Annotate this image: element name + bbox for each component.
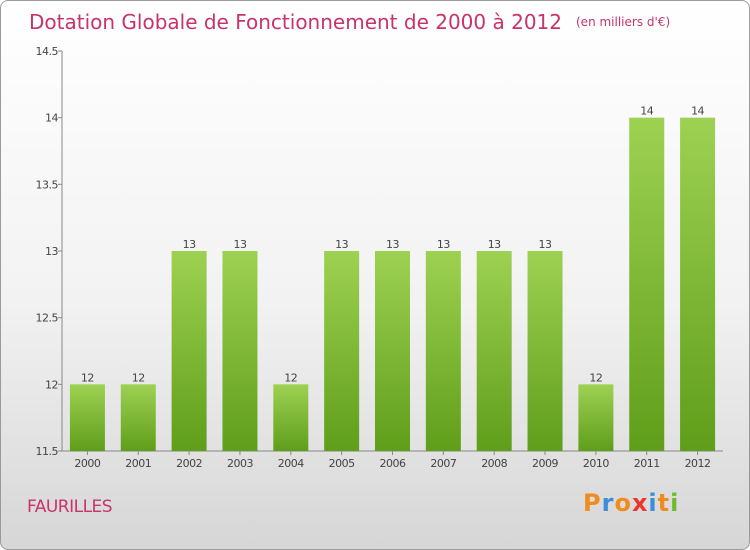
y-tick-label: 13.5 bbox=[36, 178, 59, 191]
bar-value-label: 12 bbox=[132, 371, 145, 384]
x-tick-label: 2010 bbox=[583, 457, 609, 470]
bar-2011 bbox=[629, 117, 665, 452]
bar-value-label: 13 bbox=[183, 238, 196, 251]
x-tick-label: 2006 bbox=[380, 457, 406, 470]
bar-value-label: 14 bbox=[640, 105, 653, 118]
x-tick-label: 2011 bbox=[634, 457, 660, 470]
logo-letter: i bbox=[670, 489, 680, 517]
x-tick-label: 2004 bbox=[278, 457, 304, 470]
x-tick-label: 2000 bbox=[74, 457, 100, 470]
logo-letter: P bbox=[583, 489, 602, 517]
x-tick-label: 2009 bbox=[532, 457, 558, 470]
bar-value-label: 13 bbox=[233, 238, 246, 251]
bar-2001 bbox=[120, 384, 156, 451]
bar-value-label: 14 bbox=[691, 105, 704, 118]
y-tick-label: 14 bbox=[45, 112, 58, 125]
bar-value-label: 13 bbox=[539, 238, 552, 251]
bar-2004 bbox=[273, 384, 309, 451]
x-tick-label: 2008 bbox=[481, 457, 507, 470]
logo-letter: i bbox=[648, 489, 658, 517]
bar-2007 bbox=[425, 251, 461, 451]
chart-title-main: Dotation Globale de Fonctionnement de 20… bbox=[29, 10, 562, 34]
logo-letter: t bbox=[657, 489, 671, 517]
x-tick-label: 2003 bbox=[227, 457, 253, 470]
bar-2006 bbox=[375, 251, 410, 451]
bar-value-label: 13 bbox=[386, 238, 399, 251]
bar-value-label: 13 bbox=[437, 238, 450, 251]
logo-letter: x bbox=[631, 489, 649, 517]
bar-2000 bbox=[69, 384, 105, 451]
bar-value-label: 13 bbox=[335, 238, 348, 251]
x-tick-label: 2001 bbox=[125, 457, 151, 470]
x-tick-label: 2005 bbox=[329, 457, 355, 470]
bar-2005 bbox=[324, 251, 360, 451]
location-name: FAURILLES bbox=[27, 497, 113, 517]
x-tick-label: 2002 bbox=[176, 457, 202, 470]
y-tick-label: 12.5 bbox=[36, 312, 59, 325]
proxiti-logo: Proxiti bbox=[583, 489, 679, 517]
bar-2010 bbox=[578, 384, 614, 451]
bar-2008 bbox=[476, 251, 512, 451]
bar-value-label: 13 bbox=[488, 238, 501, 251]
chart-unit: (en milliers d'€) bbox=[576, 15, 671, 29]
y-tick-label: 12 bbox=[45, 378, 58, 391]
x-tick-label: 2007 bbox=[430, 457, 456, 470]
chart-title: Dotation Globale de Fonctionnement de 20… bbox=[29, 10, 670, 34]
bar-2012 bbox=[680, 117, 716, 452]
bar-value-label: 12 bbox=[284, 371, 297, 384]
bar-value-label: 12 bbox=[589, 371, 602, 384]
bar-value-label: 12 bbox=[81, 371, 94, 384]
y-tick-label: 11.5 bbox=[36, 445, 59, 458]
bar-2009 bbox=[527, 251, 563, 451]
bar-2002 bbox=[171, 251, 207, 451]
bar-2003 bbox=[222, 251, 258, 451]
y-tick-label: 13 bbox=[45, 245, 58, 258]
x-tick-label: 2012 bbox=[685, 457, 711, 470]
y-tick-label: 14.5 bbox=[36, 45, 59, 58]
logo-letter: r bbox=[601, 489, 615, 517]
logo-letter: o bbox=[614, 489, 632, 517]
